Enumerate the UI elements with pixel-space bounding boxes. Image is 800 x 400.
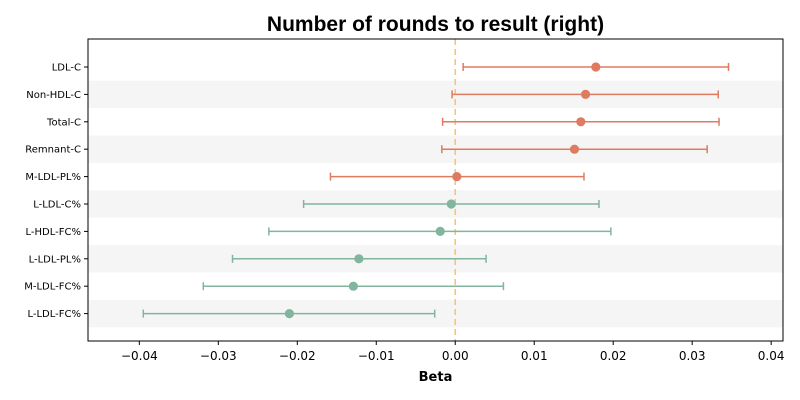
beta-point — [591, 62, 601, 72]
beta-point — [348, 281, 358, 291]
beta-point — [284, 309, 294, 319]
chart-title: Number of rounds to result (right) — [267, 13, 604, 36]
y-axis: LDL-C Non-HDL-C Total-C Remnant-C M-LDL-PL% L… — [24, 63, 88, 320]
x-tick-label: 0.01 — [521, 349, 548, 363]
x-tick-label: −0.02 — [279, 349, 316, 363]
x-tick-label: −0.01 — [358, 349, 395, 363]
x-axis: −0.04 −0.03 −0.02 −0.01 0.00 0.01 0.02 0.03 0.04 — [121, 341, 785, 363]
y-tick-label: M-LDL-PL% — [25, 172, 81, 183]
y-tick-label: L-HDL-FC% — [26, 227, 81, 238]
x-tick-label: −0.03 — [200, 349, 237, 363]
x-tick-label: −0.04 — [121, 349, 158, 363]
plot-frame — [87, 38, 784, 342]
x-tick-label: 0.02 — [600, 349, 627, 363]
y-tick-label: Total-C — [46, 117, 81, 128]
y-tick-label: L-LDL-PL% — [29, 254, 81, 265]
beta-point — [354, 254, 364, 264]
beta-point — [569, 144, 580, 154]
y-tick-label: M-LDL-FC% — [24, 282, 81, 293]
beta-point — [580, 89, 591, 99]
x-tick-label: 0.04 — [758, 349, 785, 363]
x-tick-label: 0.03 — [679, 349, 706, 363]
beta-point — [452, 172, 462, 182]
beta-point — [576, 117, 586, 127]
beta-point — [435, 226, 445, 236]
beta-point — [446, 199, 456, 209]
y-tick-label: Non-HDL-C — [26, 90, 81, 101]
x-tick-label: 0.00 — [442, 349, 469, 363]
y-tick-label: LDL-C — [52, 63, 81, 74]
points-layer — [284, 62, 601, 319]
y-tick-label: L-LDL-FC% — [27, 309, 81, 320]
y-tick-label: L-LDL-C% — [33, 200, 81, 211]
x-axis-label: Beta — [419, 370, 453, 385]
y-tick-label: Remnant-C — [25, 145, 81, 156]
